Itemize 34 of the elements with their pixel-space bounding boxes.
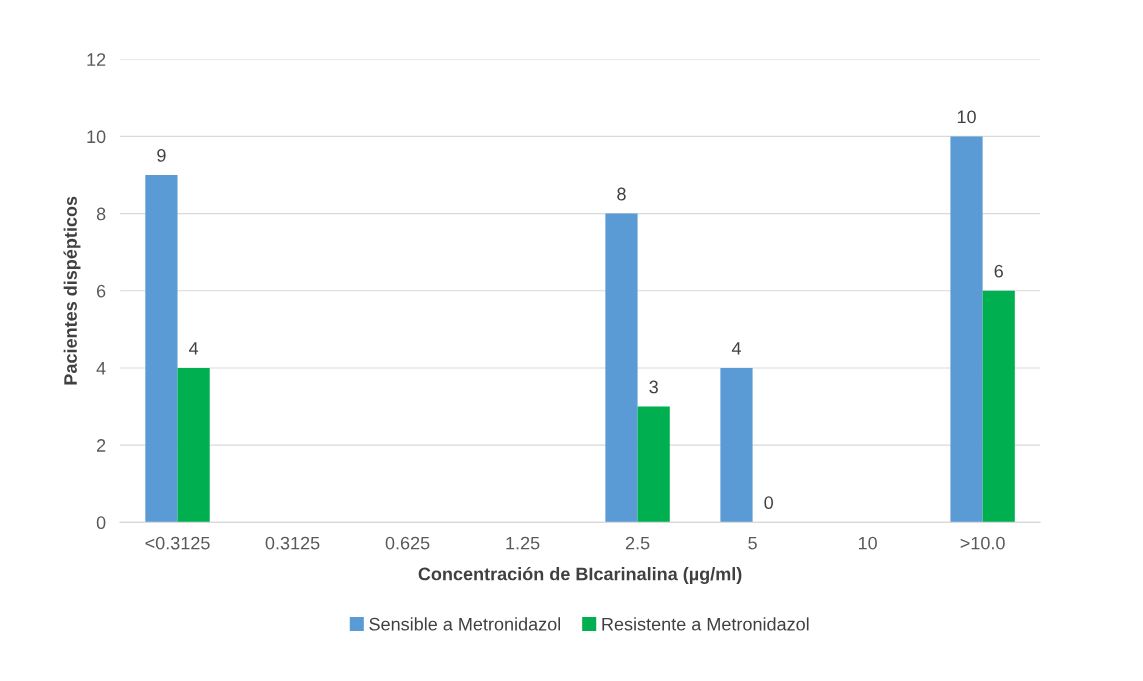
x-tick-label: <0.3125 bbox=[145, 536, 210, 550]
x-tick-label: >10.0 bbox=[960, 536, 1005, 550]
data-label: 4 bbox=[189, 342, 199, 355]
x-axis-title: Concentración de BIcarinalina (µg/ml) bbox=[418, 566, 742, 584]
bar bbox=[177, 367, 210, 523]
y-tick-label: 10 bbox=[87, 130, 106, 144]
bar bbox=[982, 290, 1015, 523]
y-tick-label: 12 bbox=[87, 53, 106, 66]
x-tick-label: 5 bbox=[748, 536, 757, 550]
data-label: 10 bbox=[957, 110, 976, 124]
bar bbox=[720, 367, 753, 523]
y-tick-label: 8 bbox=[96, 207, 106, 221]
y-tick-label: 0 bbox=[96, 516, 106, 530]
x-tick-label: 0.625 bbox=[385, 536, 430, 550]
x-tick-label: 10 bbox=[858, 536, 877, 550]
data-label: 4 bbox=[731, 342, 741, 355]
bar bbox=[145, 175, 178, 523]
legend-label: Resistente a Metronidazol bbox=[602, 617, 809, 631]
legend-label: Sensible a Metronidazol bbox=[369, 617, 561, 631]
bar bbox=[637, 406, 670, 523]
y-tick-label: 6 bbox=[97, 284, 106, 298]
y-tick-label: 2 bbox=[96, 439, 106, 452]
data-label: 9 bbox=[157, 149, 166, 162]
x-tick-label: 1.25 bbox=[506, 536, 540, 550]
y-tick-label: 4 bbox=[96, 362, 106, 375]
data-label: 8 bbox=[617, 187, 626, 201]
data-label: 0 bbox=[764, 496, 774, 510]
data-label: 3 bbox=[649, 380, 658, 394]
x-tick-label: 0.3125 bbox=[265, 536, 320, 550]
data-label: 6 bbox=[994, 264, 1003, 278]
bar bbox=[950, 136, 983, 523]
bar bbox=[605, 213, 638, 523]
y-axis-title: Pacientes dispépticos bbox=[63, 196, 81, 385]
x-tick-label: 2.5 bbox=[625, 536, 650, 550]
